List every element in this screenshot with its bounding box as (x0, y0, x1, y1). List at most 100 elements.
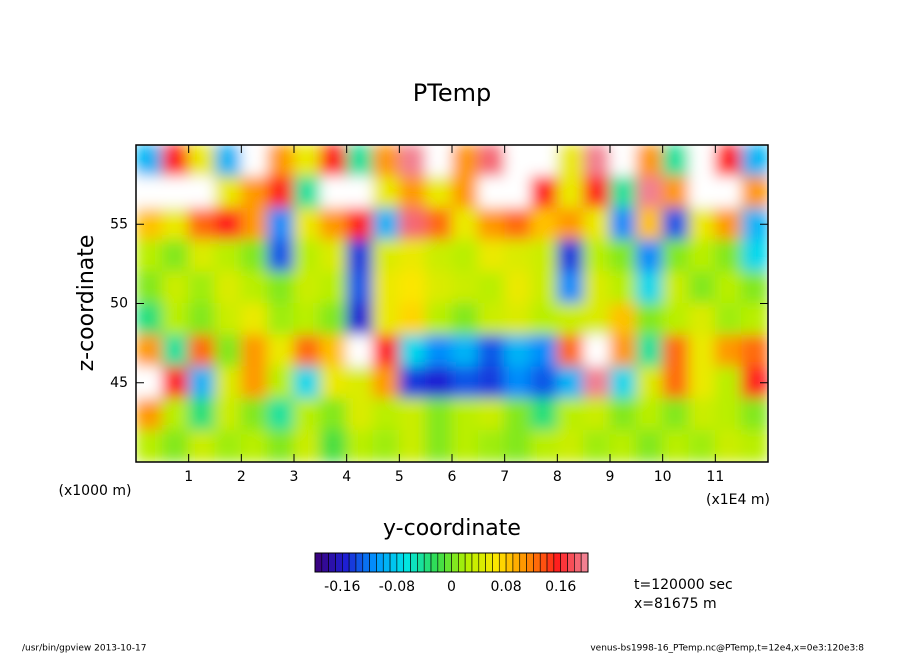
cell (214, 398, 242, 431)
cell (635, 239, 664, 273)
field (136, 145, 768, 462)
cell (583, 398, 611, 431)
y-axis-label: z-coordinate (74, 235, 99, 372)
cell (161, 271, 190, 304)
cell (319, 366, 348, 400)
cell (346, 429, 374, 462)
cell (188, 334, 216, 368)
cell (714, 271, 743, 304)
cell (398, 366, 427, 400)
colorbar-box (567, 552, 575, 573)
colorbar-box (341, 552, 350, 573)
cell (136, 271, 163, 304)
cell (136, 334, 163, 368)
cell (714, 366, 743, 400)
cell (372, 239, 400, 273)
colorbar-box (376, 552, 384, 573)
cell (319, 303, 348, 336)
cell (346, 239, 374, 273)
cell (504, 271, 532, 304)
cell (451, 207, 479, 241)
colorbar-box (430, 552, 439, 573)
cell (372, 366, 400, 400)
cell (425, 176, 453, 209)
x-tick-label: 2 (237, 469, 246, 485)
cell (214, 366, 242, 400)
cell (556, 303, 585, 336)
cell (609, 145, 637, 178)
cell (662, 239, 690, 273)
cell (161, 334, 190, 368)
cell (240, 145, 269, 178)
cell (688, 366, 716, 400)
cell (556, 334, 585, 368)
cell (240, 303, 269, 336)
colorbar-box (328, 552, 336, 573)
cell (477, 271, 506, 304)
cell (583, 239, 611, 273)
cell (451, 176, 479, 209)
cell (741, 271, 768, 304)
cell (688, 271, 716, 304)
cell (583, 145, 611, 178)
cell (161, 176, 190, 209)
cell (240, 207, 269, 241)
colorbar-box (335, 552, 343, 573)
cell (530, 207, 558, 241)
cell (451, 366, 479, 400)
cells (136, 145, 768, 462)
cell (530, 271, 558, 304)
cell (214, 176, 242, 209)
cell (556, 239, 585, 273)
cell (741, 176, 768, 209)
cell (398, 176, 427, 209)
cell (240, 366, 269, 400)
cell (398, 429, 427, 462)
cell (319, 176, 348, 209)
cell (372, 176, 400, 209)
cell (214, 429, 242, 462)
colorbar-tick-label: -0.16 (324, 579, 360, 595)
cell (161, 398, 190, 431)
cell (372, 429, 400, 462)
cell (714, 334, 743, 368)
colorbar-box (533, 552, 541, 573)
colorbar-box (492, 552, 500, 573)
cell (477, 429, 506, 462)
cell (425, 303, 453, 336)
x-tick-label: 3 (290, 469, 299, 485)
cell (583, 303, 611, 336)
x-unit: (x1E4 m) (706, 492, 770, 508)
colorbar-box (348, 552, 357, 573)
cell (240, 271, 269, 304)
x-tick-label: 7 (500, 469, 509, 485)
colorbar-frame (314, 552, 589, 573)
cell (214, 145, 242, 178)
cell (635, 366, 664, 400)
cell (609, 271, 637, 304)
colorbar-tick-label: -0.08 (379, 579, 415, 595)
cell (504, 366, 532, 400)
cell (161, 303, 190, 336)
cell (635, 398, 664, 431)
cell (161, 366, 190, 400)
footer: /usr/bin/gpview 2013-10-17 (22, 644, 146, 654)
cell (530, 398, 558, 431)
cell (267, 398, 295, 431)
cell (398, 145, 427, 178)
colorbar-box (505, 552, 514, 573)
y-tick-label: 50 (110, 296, 128, 312)
colorbar-box (369, 552, 377, 573)
cell (688, 145, 716, 178)
cell (741, 334, 768, 368)
colorbar-box (519, 552, 527, 573)
cell (136, 398, 163, 431)
cell (425, 271, 453, 304)
cell (425, 145, 453, 178)
cell (346, 176, 374, 209)
cell (583, 334, 611, 368)
cell (214, 271, 242, 304)
cell (240, 429, 269, 462)
cell (136, 239, 163, 273)
cell (293, 239, 321, 273)
